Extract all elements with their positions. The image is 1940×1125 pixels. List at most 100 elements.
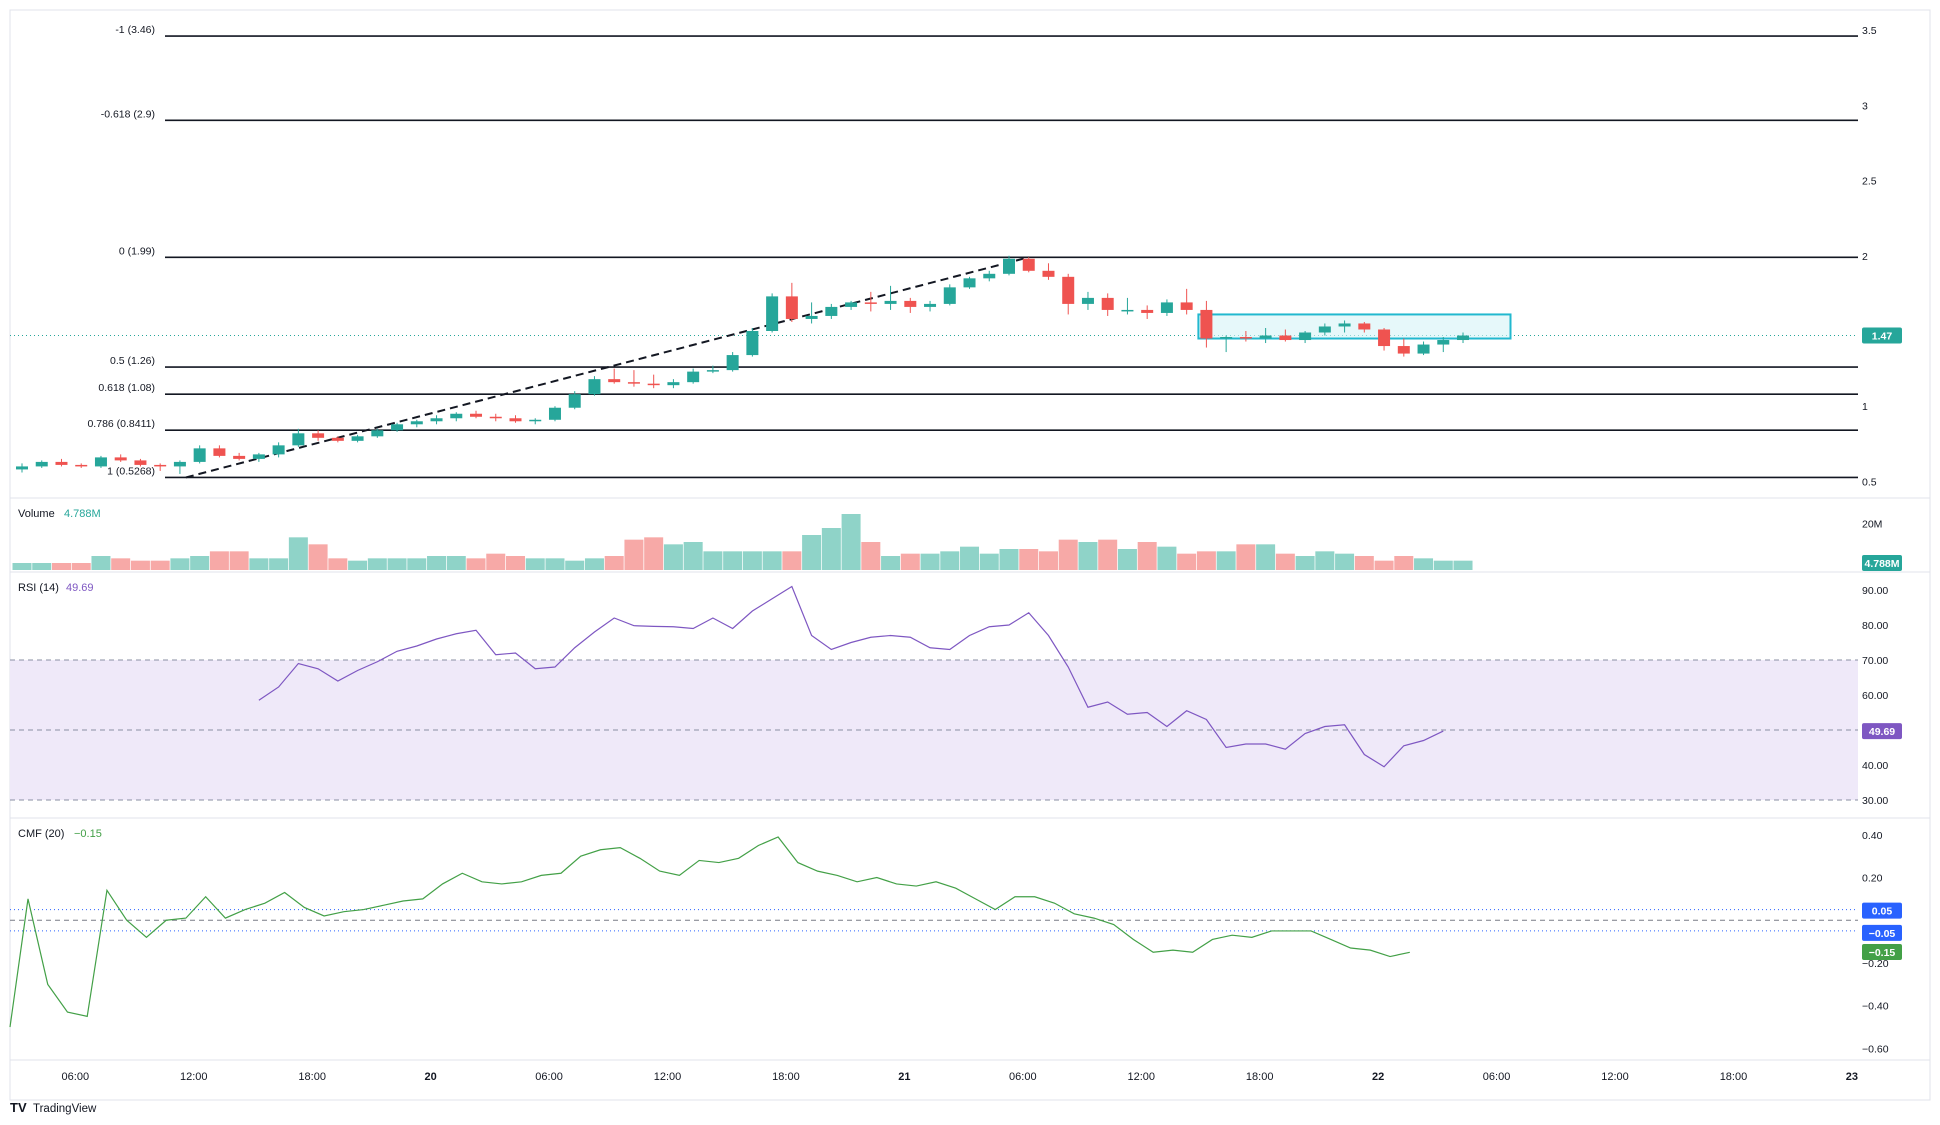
candle: [983, 270, 996, 282]
candle-body: [154, 464, 167, 467]
candle: [1160, 299, 1173, 316]
candle: [667, 379, 680, 389]
volume-bar: [1117, 549, 1137, 570]
candle-body: [1081, 297, 1094, 304]
time-axis-tick: 18:00: [772, 1071, 800, 1083]
cmf-legend-title: CMF (20): [18, 828, 64, 840]
candle-body: [864, 302, 877, 304]
volume-bar: [111, 558, 131, 570]
time-axis-tick: 06:00: [1009, 1071, 1037, 1083]
cmf-axis-tick: 0.20: [1862, 873, 1883, 885]
candle-body: [1417, 344, 1430, 354]
candle: [608, 368, 621, 384]
candle: [766, 293, 779, 333]
volume-bar: [663, 544, 683, 570]
candle-body: [1279, 335, 1292, 341]
candle: [489, 413, 502, 422]
volume-bar: [387, 558, 407, 570]
candle-body: [430, 418, 443, 422]
candle-body: [1121, 309, 1134, 312]
candle: [864, 291, 877, 312]
candle-body: [489, 416, 502, 419]
candle: [410, 419, 423, 428]
range-rectangle: [1197, 313, 1512, 340]
candle: [548, 406, 561, 422]
candle: [292, 428, 305, 447]
rsi-value-badge-bg: [1862, 723, 1902, 740]
volume-bar: [644, 537, 664, 570]
rsi-legend-title: RSI (14): [18, 582, 59, 594]
volume-bar: [1256, 544, 1276, 570]
candle: [1259, 327, 1272, 344]
candle-body: [1141, 309, 1154, 313]
volume-bar: [624, 539, 644, 570]
volume-bar: [1078, 542, 1098, 570]
volume-bar: [723, 551, 743, 570]
candle-body: [924, 303, 937, 307]
candle: [627, 370, 640, 387]
candle: [746, 327, 759, 357]
rsi-value-badge: 49.69: [1869, 726, 1895, 738]
fib-level-label: 1 (0.5268): [107, 465, 155, 477]
candle: [16, 463, 28, 473]
candle: [1318, 323, 1331, 336]
tradingview-brand: TradingView: [33, 1103, 97, 1115]
price-axis-tick: 0.5: [1862, 476, 1877, 488]
candle-body: [94, 457, 107, 467]
candle-body: [1042, 270, 1055, 277]
volume-bar: [1453, 560, 1473, 570]
price-axis-tick: 2.5: [1862, 176, 1877, 188]
volume-bar: [802, 535, 822, 570]
candle-body: [509, 418, 522, 422]
volume-bar: [1137, 542, 1157, 570]
time-axis-tick: 12:00: [654, 1071, 682, 1083]
candle-body: [312, 433, 325, 438]
candle-body: [1180, 302, 1193, 310]
candle-body: [627, 382, 640, 384]
candle: [1239, 330, 1252, 342]
rsi-axis-tick: 90.00: [1862, 585, 1888, 597]
volume-bar: [1394, 556, 1414, 570]
candle-body: [16, 466, 28, 470]
volume-bar: [249, 558, 269, 570]
time-axis-tick: 12:00: [1127, 1071, 1155, 1083]
candle-body: [1397, 346, 1410, 354]
fib-level-label: -1 (3.46): [115, 24, 155, 36]
candle: [845, 300, 858, 310]
candle: [1457, 332, 1470, 344]
cmf-axis-tick: −0.40: [1862, 1001, 1889, 1013]
price-axis-tick: 3: [1862, 100, 1868, 112]
candle: [470, 410, 483, 419]
cmf-upper-badge: 0.05: [1872, 906, 1893, 918]
rsi-axis-tick: 40.00: [1862, 760, 1888, 772]
candle: [371, 428, 384, 438]
volume-bar: [446, 556, 466, 570]
volume-bar: [486, 553, 506, 570]
volume-bar: [861, 542, 881, 570]
cmf-value-badge: −0.15: [1869, 947, 1896, 959]
time-axis-tick: 12:00: [1601, 1071, 1629, 1083]
volume-bar: [565, 560, 585, 570]
candle: [351, 434, 364, 443]
candle-body: [1358, 323, 1371, 330]
candle-body: [766, 296, 779, 331]
candle: [1101, 293, 1114, 316]
candle-body: [1378, 329, 1391, 347]
volume-bar: [1295, 556, 1315, 570]
candle: [963, 276, 976, 289]
candle-body: [292, 433, 305, 446]
candle: [1417, 341, 1430, 356]
volume-bar: [269, 558, 289, 570]
candle-body: [1160, 302, 1173, 313]
candle: [272, 442, 285, 458]
candle: [1062, 273, 1075, 315]
candle: [430, 415, 443, 425]
volume-bar: [367, 558, 387, 570]
volume-bar: [229, 551, 249, 570]
candle-body: [884, 300, 897, 304]
candle-body: [1239, 337, 1252, 339]
volume-bar: [506, 556, 525, 570]
volume-bar: [940, 551, 960, 570]
candle-body: [55, 461, 68, 465]
volume-bar: [1038, 551, 1058, 570]
